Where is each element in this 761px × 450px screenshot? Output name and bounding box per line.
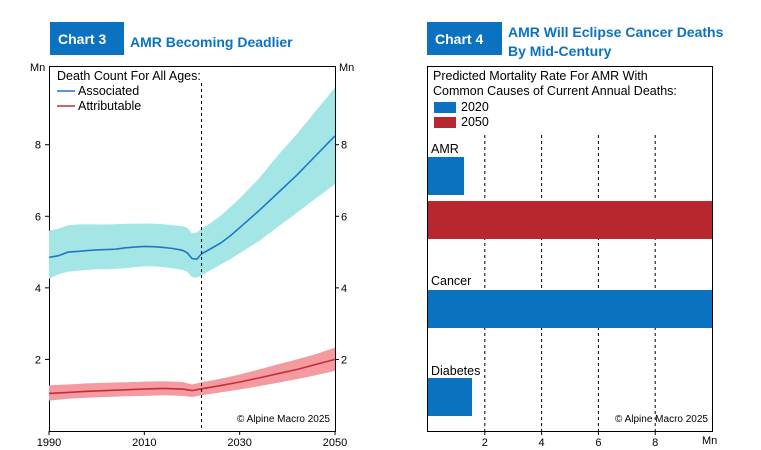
attributable-confidence-band bbox=[49, 347, 335, 401]
chart3-legend-title: Death Count For All Ages: bbox=[57, 69, 201, 83]
associated-series-line bbox=[48, 135, 336, 261]
attributable-series-line bbox=[48, 358, 336, 395]
chart3-copyright: © Alpine Macro 2025 bbox=[237, 414, 330, 425]
category-label-diabetes: Diabetes bbox=[431, 364, 481, 378]
legend-2020-label: 2020 bbox=[461, 100, 489, 114]
chart4-tag: Chart 4 bbox=[427, 22, 502, 55]
bar-amr-2020 bbox=[428, 157, 465, 195]
y-tick-label-left-4: 4 bbox=[35, 283, 41, 295]
y-tick-label-right-8: 8 bbox=[341, 140, 347, 152]
y-tick-label-left-8: 8 bbox=[35, 140, 41, 152]
legend-associated-label: Associated bbox=[78, 84, 140, 98]
x-tick-label-2050: 2050 bbox=[323, 437, 347, 449]
chart4-plot-frame bbox=[427, 66, 713, 432]
chart3-title: AMR Becoming Deadlier bbox=[130, 34, 293, 50]
y-tick-label-left-2: 2 bbox=[35, 354, 41, 366]
x-tick-label-2010: 2010 bbox=[132, 437, 156, 449]
chart4-title-line2: By Mid-Century bbox=[508, 43, 612, 59]
category-label-cancer: Cancer bbox=[431, 274, 472, 288]
chart4-legend-title-line1: Predicted Mortality Rate For AMR With bbox=[433, 69, 648, 83]
associated-confidence-band bbox=[49, 87, 335, 279]
legend-2020-swatch bbox=[434, 102, 456, 113]
chart4-x-tick-label-8: 8 bbox=[652, 437, 658, 449]
category-label-amr: AMR bbox=[431, 142, 459, 156]
chart4-legend-title-line2: Common Causes of Current Annual Deaths: bbox=[433, 84, 677, 98]
chart3-tag: Chart 3 bbox=[50, 22, 124, 55]
chart4-copyright: © Alpine Macro 2025 bbox=[615, 414, 708, 425]
y-tick-label-right-2: 2 bbox=[341, 354, 347, 366]
legend-2050-label: 2050 bbox=[461, 115, 489, 129]
bar-amr-2050 bbox=[428, 201, 712, 239]
x-tick-label-2030: 2030 bbox=[227, 437, 251, 449]
x-tick-label-1990: 1990 bbox=[37, 437, 61, 449]
chart4-x-unit: Mn bbox=[702, 435, 718, 447]
chart3-unit-left: Mn bbox=[30, 62, 46, 74]
legend-2050-swatch bbox=[434, 117, 456, 128]
y-tick-label-left-6: 6 bbox=[35, 211, 41, 223]
bar-diabetes-2020 bbox=[428, 378, 473, 416]
chart4-x-tick-label-2: 2 bbox=[482, 437, 488, 449]
chart3-unit-right: Mn bbox=[339, 62, 355, 74]
chart4-title-line1: AMR Will Eclipse Cancer Deaths bbox=[508, 24, 724, 40]
y-tick-label-right-6: 6 bbox=[341, 211, 347, 223]
chart4-x-tick-label-4: 4 bbox=[539, 437, 545, 449]
legend-attributable-label: Attributable bbox=[78, 99, 142, 113]
chart4-x-tick-label-6: 6 bbox=[595, 437, 601, 449]
y-tick-label-right-4: 4 bbox=[341, 283, 347, 295]
bar-cancer-2020 bbox=[428, 290, 712, 328]
